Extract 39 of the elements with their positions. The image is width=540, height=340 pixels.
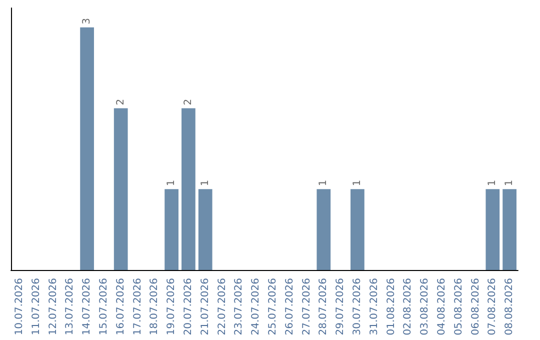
x-tick-label: 14.07.2026 [82, 278, 93, 336]
x-tick-label: 23.07.2026 [234, 278, 245, 336]
x-tick-label: 31.07.2026 [368, 278, 380, 336]
x-tick-label: 18.07.2026 [149, 278, 160, 336]
data-label: 1 [318, 180, 330, 186]
x-tick-label: 17.07.2026 [132, 278, 144, 336]
data-label: 1 [352, 180, 363, 186]
x-tick-label: 29.07.2026 [335, 278, 346, 336]
x-tick-label: 24.07.2026 [250, 278, 262, 336]
data-label: 2 [182, 98, 194, 106]
x-tick-label: 04.08.2026 [436, 278, 448, 336]
x-tick-label: 12.07.2026 [48, 278, 59, 336]
data-label: 1 [504, 180, 516, 186]
x-tick-label: 01.08.2026 [386, 278, 397, 336]
x-tick-label: 08.08.2026 [504, 278, 516, 336]
x-tick-label: 30.07.2026 [352, 278, 363, 336]
x-tick-label: 20.07.2026 [182, 278, 194, 336]
x-tick-label: 22.07.2026 [216, 278, 228, 336]
x-tick-label: 27.07.2026 [301, 278, 312, 336]
x-tick-label: 11.07.2026 [30, 278, 42, 336]
x-tick-label: 19.07.2026 [166, 278, 178, 336]
x-tick-label: 05.08.2026 [453, 278, 464, 336]
x-tick-label: 02.08.2026 [402, 278, 414, 336]
x-tick-label: 21.07.2026 [200, 278, 211, 336]
data-label: 1 [166, 180, 178, 186]
data-label: 1 [200, 180, 211, 186]
x-tick-label: 10.07.2026 [14, 278, 25, 336]
data-label: 3 [82, 18, 93, 24]
x-tick-label: 16.07.2026 [115, 278, 126, 336]
x-tick-label: 15.07.2026 [98, 278, 110, 336]
x-tick-label: 03.08.2026 [420, 278, 431, 336]
x-tick-label: 07.08.2026 [487, 278, 498, 336]
x-tick-label: 26.07.2026 [284, 278, 296, 336]
data-label: 1 [487, 180, 498, 186]
x-tick-label: 13.07.2026 [64, 278, 76, 336]
x-tick-label: 06.08.2026 [470, 278, 482, 336]
x-tick-label: 28.07.2026 [318, 278, 330, 336]
data-label: 2 [115, 98, 126, 106]
x-tick-label: 25.07.2026 [267, 278, 278, 336]
